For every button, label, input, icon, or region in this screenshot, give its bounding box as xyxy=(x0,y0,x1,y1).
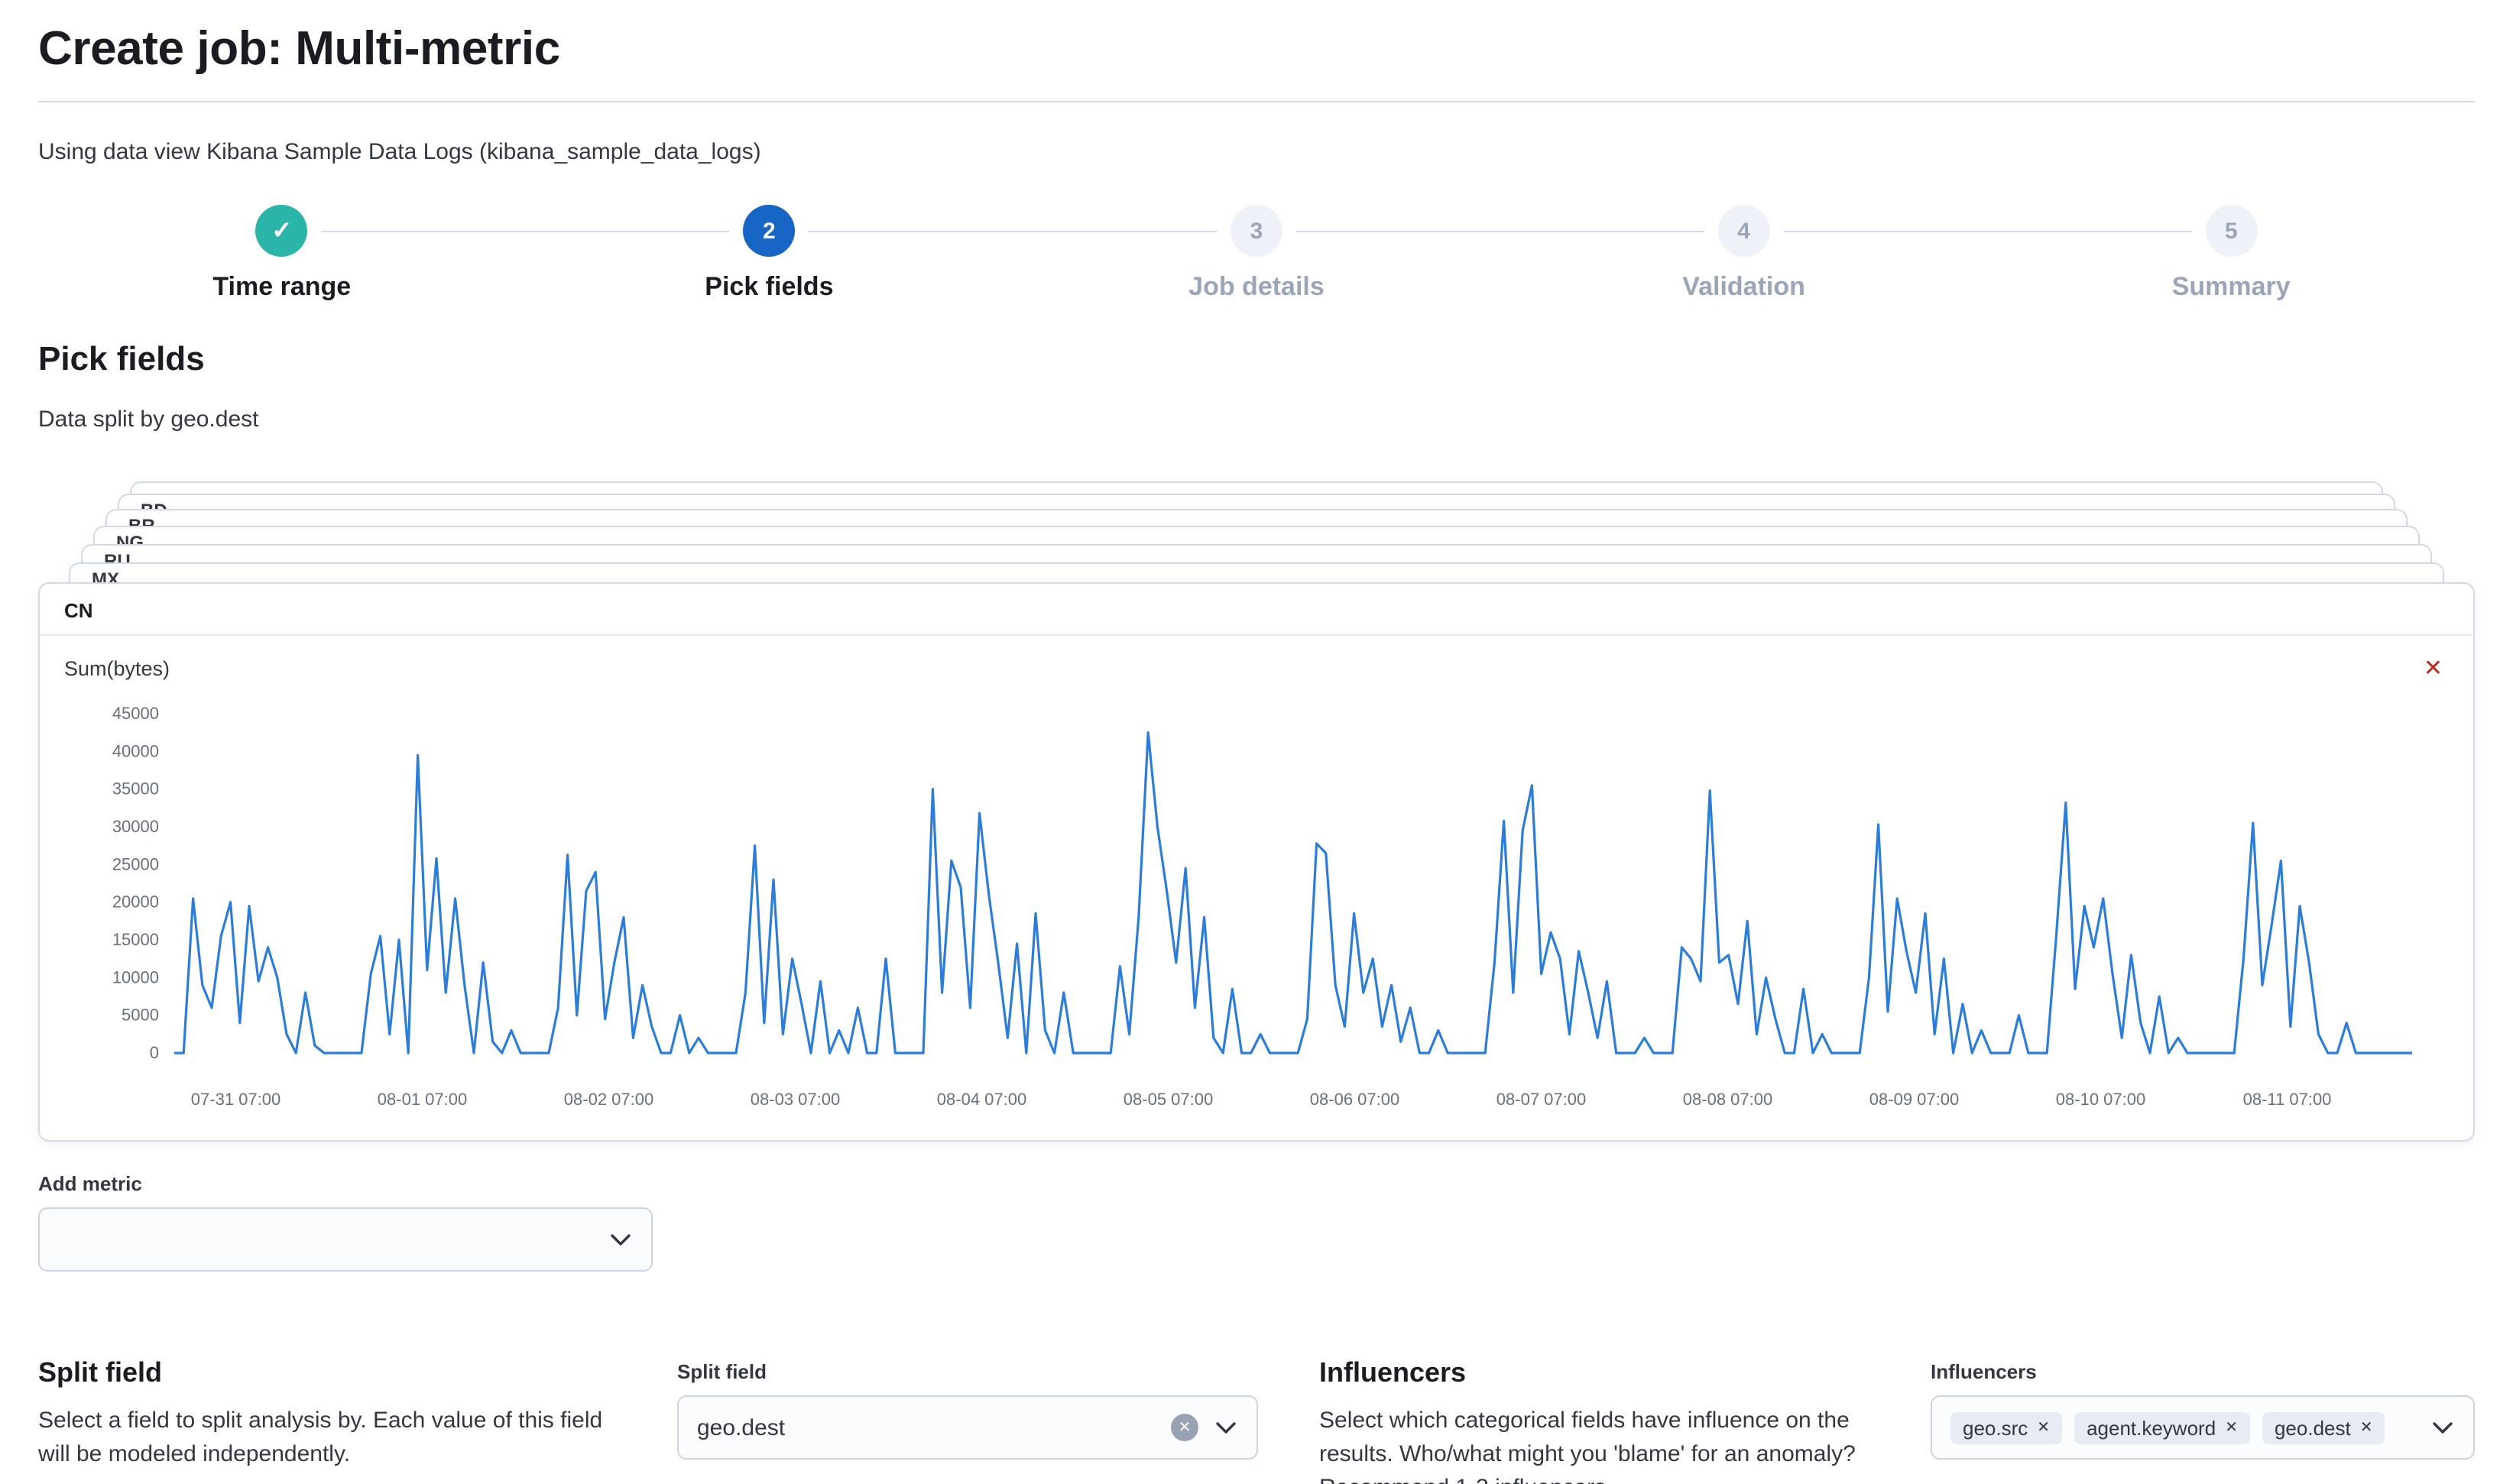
pick-fields-heading: Pick fields xyxy=(38,339,205,377)
split-field-input-label: Split field xyxy=(677,1360,767,1383)
influencer-pill[interactable]: geo.dest ✕ xyxy=(2262,1411,2385,1443)
svg-text:08-11 07:00: 08-11 07:00 xyxy=(2243,1090,2332,1109)
sum-bytes-line-chart: 0 5000 10000 15000 20000 25000 30000 35000 40000… xyxy=(112,704,2412,1109)
add-metric-select[interactable] xyxy=(38,1207,653,1272)
remove-icon[interactable]: ✕ xyxy=(2037,1419,2051,1436)
step-circle-current[interactable]: 2 xyxy=(743,205,796,257)
svg-text:08-01 07:00: 08-01 07:00 xyxy=(378,1090,467,1109)
svg-text:5000: 5000 xyxy=(122,1006,159,1025)
clear-icon: ✕ xyxy=(1178,1419,1192,1436)
step-summary: 5 Summary xyxy=(1783,205,2475,303)
svg-text:08-06 07:00: 08-06 07:00 xyxy=(1310,1090,1399,1109)
influencer-pill[interactable]: geo.src ✕ xyxy=(1950,1411,2063,1443)
step-number: 5 xyxy=(2224,218,2238,244)
influencers-input-label: Influencers xyxy=(1931,1360,2037,1383)
close-icon: ✕ xyxy=(2423,656,2443,682)
svg-text:08-10 07:00: 08-10 07:00 xyxy=(2056,1090,2145,1109)
svg-text:25000: 25000 xyxy=(112,854,159,873)
check-icon: ✓ xyxy=(271,219,293,245)
dataview-description: Using data view Kibana Sample Data Logs … xyxy=(38,139,761,165)
page-title: Create job: Multi-metric xyxy=(38,21,560,75)
svg-text:08-09 07:00: 08-09 07:00 xyxy=(1869,1090,1959,1109)
step-connector xyxy=(1783,231,2192,232)
svg-text:0: 0 xyxy=(150,1043,159,1062)
step-number: 2 xyxy=(763,218,776,244)
add-metric-label: Add metric xyxy=(38,1172,142,1195)
step-circle-future: 3 xyxy=(1230,205,1282,257)
split-value-label: CN xyxy=(40,584,2473,636)
svg-text:08-07 07:00: 08-07 07:00 xyxy=(1496,1090,1586,1109)
chevron-down-icon xyxy=(608,1227,633,1252)
svg-text:45000: 45000 xyxy=(112,704,159,723)
influencer-pill-label: agent.keyword xyxy=(2087,1416,2216,1439)
split-field-heading: Split field xyxy=(38,1357,162,1388)
influencer-pill-label: geo.src xyxy=(1963,1416,2028,1439)
metric-chart-container: 0 5000 10000 15000 20000 25000 30000 35000 40000… xyxy=(40,683,2473,1140)
influencers-heading: Influencers xyxy=(1319,1357,1467,1388)
step-progress: ✓ Time range 2 Pick fields 3 Job details… xyxy=(38,205,2475,303)
remove-metric-button[interactable]: ✕ xyxy=(2417,654,2449,683)
influencers-description: Select which categorical fields have inf… xyxy=(1319,1408,1856,1484)
step-connector xyxy=(809,231,1217,232)
step-label: Summary xyxy=(2171,272,2291,301)
step-time-range[interactable]: ✓ Time range xyxy=(38,205,526,303)
step-circle-future: 4 xyxy=(1717,205,1770,257)
remove-icon[interactable]: ✕ xyxy=(2225,1419,2238,1436)
split-card-front: CN Sum(bytes) ✕ 0 5000 10000 15000 20000 2500… xyxy=(38,582,2475,1142)
chevron-down-icon[interactable] xyxy=(1214,1415,1238,1440)
svg-text:20000: 20000 xyxy=(112,893,159,912)
svg-text:15000: 15000 xyxy=(112,930,159,949)
svg-text:07-31 07:00: 07-31 07:00 xyxy=(191,1090,280,1109)
step-number: 4 xyxy=(1737,218,1750,244)
split-card-label xyxy=(131,483,2382,488)
split-field-combobox[interactable]: geo.dest ✕ xyxy=(677,1395,1258,1460)
remove-icon[interactable]: ✕ xyxy=(2359,1419,2373,1436)
svg-text:08-05 07:00: 08-05 07:00 xyxy=(1124,1090,1213,1109)
svg-text:35000: 35000 xyxy=(112,779,159,799)
data-split-note: Data split by geo.dest xyxy=(38,407,259,433)
chevron-down-icon[interactable] xyxy=(2430,1415,2455,1440)
metric-label: Sum(bytes) xyxy=(64,657,170,680)
split-field-description: Select a field to split analysis by. Eac… xyxy=(38,1408,603,1467)
step-label: Job details xyxy=(1188,272,1325,301)
step-validation: 4 Validation xyxy=(1296,205,1988,303)
split-cards-stack: BD BR NG RU MX CN Sum(bytes) ✕ 0 xyxy=(38,481,2475,1142)
step-pick-fields[interactable]: 2 Pick fields xyxy=(321,205,1013,303)
step-job-details: 3 Job details xyxy=(809,205,1500,303)
step-connector xyxy=(321,231,730,232)
svg-text:08-03 07:00: 08-03 07:00 xyxy=(751,1090,840,1109)
svg-text:40000: 40000 xyxy=(112,741,159,760)
step-number: 3 xyxy=(1250,218,1263,244)
clear-split-field-button[interactable]: ✕ xyxy=(1171,1414,1198,1441)
influencers-combobox[interactable]: geo.src ✕ agent.keyword ✕ geo.dest ✕ xyxy=(1931,1395,2475,1460)
step-circle-future: 5 xyxy=(2205,205,2258,257)
step-label: Pick fields xyxy=(705,272,834,301)
header-divider xyxy=(38,101,2475,102)
step-label: Time range xyxy=(212,272,352,301)
influencer-pill[interactable]: agent.keyword ✕ xyxy=(2074,1411,2250,1443)
step-circle-complete[interactable]: ✓ xyxy=(255,205,308,257)
step-label: Validation xyxy=(1682,272,1805,301)
svg-text:30000: 30000 xyxy=(112,817,159,836)
influencer-pills: geo.src ✕ agent.keyword ✕ geo.dest ✕ xyxy=(1950,1411,2415,1443)
influencer-pill-label: geo.dest xyxy=(2274,1416,2351,1439)
step-connector xyxy=(1296,231,1704,232)
svg-text:08-04 07:00: 08-04 07:00 xyxy=(937,1090,1026,1109)
svg-text:08-02 07:00: 08-02 07:00 xyxy=(564,1090,653,1109)
svg-text:08-08 07:00: 08-08 07:00 xyxy=(1683,1090,1772,1109)
svg-text:10000: 10000 xyxy=(112,967,159,987)
split-field-value: geo.dest xyxy=(697,1414,786,1440)
